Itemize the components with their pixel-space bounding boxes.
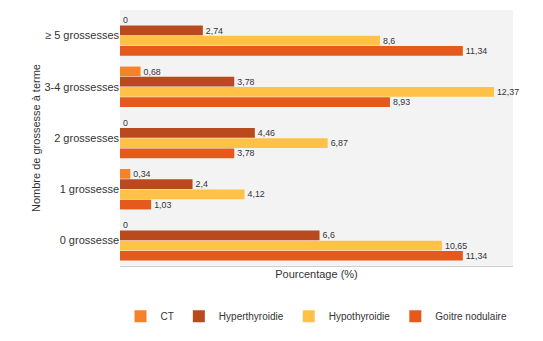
svg-text:0: 0	[123, 118, 128, 128]
svg-text:4,12: 4,12	[248, 189, 265, 199]
svg-text:10,65: 10,65	[445, 241, 467, 251]
svg-text:≥ 5 grossesses: ≥ 5 grossesses	[45, 29, 119, 41]
svg-text:CT: CT	[161, 311, 174, 322]
svg-text:2,74: 2,74	[206, 26, 223, 36]
svg-text:0,68: 0,68	[144, 67, 161, 77]
svg-text:Hypothyroidie: Hypothyroidie	[329, 311, 391, 322]
svg-text:8,6: 8,6	[383, 36, 395, 46]
svg-text:1 grossesse: 1 grossesse	[60, 183, 119, 195]
svg-text:Pourcentage (%): Pourcentage (%)	[275, 268, 358, 280]
svg-text:Goitre nodulaire: Goitre nodulaire	[435, 311, 507, 322]
svg-text:3,78: 3,78	[237, 77, 254, 87]
svg-text:Nombre de grossesse à terme: Nombre de grossesse à terme	[30, 64, 42, 212]
svg-text:12,37: 12,37	[497, 87, 519, 97]
svg-text:2 grossesses: 2 grossesses	[54, 132, 119, 144]
svg-text:11,34: 11,34	[466, 46, 488, 56]
svg-text:0: 0	[123, 220, 128, 230]
svg-text:8,93: 8,93	[393, 97, 410, 107]
svg-text:2,4: 2,4	[196, 179, 208, 189]
svg-text:4,46: 4,46	[258, 128, 275, 138]
svg-text:Hyperthyroidie: Hyperthyroidie	[219, 311, 284, 322]
svg-text:3,78: 3,78	[237, 148, 254, 158]
svg-text:0,34: 0,34	[133, 169, 150, 179]
svg-text:3-4 grossesses: 3-4 grossesses	[44, 81, 119, 93]
svg-text:6,87: 6,87	[331, 138, 348, 148]
svg-text:0: 0	[123, 15, 128, 25]
svg-text:1,03: 1,03	[154, 200, 171, 210]
svg-text:11,34: 11,34	[466, 251, 488, 261]
svg-text:6,6: 6,6	[323, 230, 335, 240]
svg-text:0 grossesse: 0 grossesse	[60, 234, 119, 246]
